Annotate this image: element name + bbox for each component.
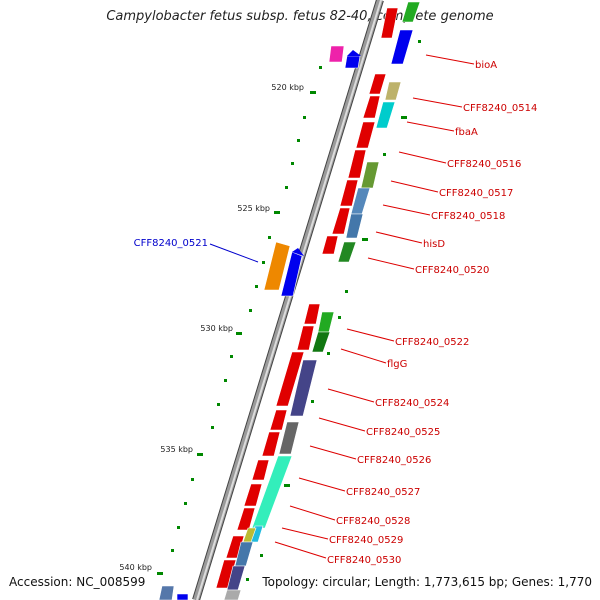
scale-label: 520 kbp xyxy=(271,83,304,92)
gene-label-cff8240-0526[interactable]: CFF8240_0526 xyxy=(357,455,431,466)
gene-label-cff8240-0524[interactable]: CFF8240_0524 xyxy=(375,398,449,409)
leader-lines xyxy=(209,54,475,559)
gene-label-fbaa[interactable]: fbaA xyxy=(455,127,478,138)
gene-label-cff8240-0517[interactable]: CFF8240_0517 xyxy=(439,188,513,199)
gene-label-cff8240-0528[interactable]: CFF8240_0528 xyxy=(336,516,410,527)
gene-label-cff8240-0520[interactable]: CFF8240_0520 xyxy=(415,265,489,276)
gene-label-cff8240-0525[interactable]: CFF8240_0525 xyxy=(366,427,440,438)
gene-label-flgg[interactable]: flgG xyxy=(387,359,407,370)
accession-text: Accession: NC_008599 xyxy=(9,575,146,589)
forward-genes xyxy=(215,7,399,589)
gene-pair-top xyxy=(328,45,361,69)
other-genes xyxy=(158,1,421,600)
scale-label: 540 kbp xyxy=(119,563,152,572)
gene-label-cff8240-0530[interactable]: CFF8240_0530 xyxy=(327,555,401,566)
genome-backbone xyxy=(192,0,384,600)
scale-ticks xyxy=(157,66,322,575)
scale-label: 525 kbp xyxy=(237,204,270,213)
gene-cff8240-0521[interactable] xyxy=(263,241,304,297)
gene-label-cff8240-0514[interactable]: CFF8240_0514 xyxy=(463,103,537,114)
gene-label-cff8240-0522[interactable]: CFF8240_0522 xyxy=(395,337,469,348)
right-ticks xyxy=(246,40,421,581)
gene-label-bioa[interactable]: bioA xyxy=(475,60,497,71)
gene-label-cff8240-0518[interactable]: CFF8240_0518 xyxy=(431,211,505,222)
gene-label-cff8240-0527[interactable]: CFF8240_0527 xyxy=(346,487,420,498)
scale-label: 535 kbp xyxy=(160,445,193,454)
gene-label-cff8240-0516[interactable]: CFF8240_0516 xyxy=(447,159,521,170)
gene-label-cff8240-0521[interactable]: CFF8240_0521 xyxy=(134,238,208,249)
gene-label-cff8240-0529[interactable]: CFF8240_0529 xyxy=(329,535,403,546)
scale-label: 530 kbp xyxy=(200,324,233,333)
genome-summary-text: Topology: circular; Length: 1,773,615 bp… xyxy=(262,575,592,589)
gene-label-hisd[interactable]: hisD xyxy=(423,239,445,250)
